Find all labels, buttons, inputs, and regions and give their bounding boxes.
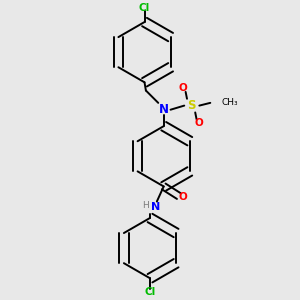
Text: O: O	[178, 192, 187, 203]
Text: O: O	[195, 118, 204, 128]
Text: Cl: Cl	[144, 287, 156, 297]
Text: H: H	[142, 201, 149, 210]
Text: N: N	[159, 103, 169, 116]
Text: O: O	[178, 83, 187, 93]
Text: Cl: Cl	[139, 3, 150, 13]
Text: N: N	[151, 202, 160, 212]
Text: S: S	[187, 99, 195, 112]
Text: CH₃: CH₃	[221, 98, 238, 107]
